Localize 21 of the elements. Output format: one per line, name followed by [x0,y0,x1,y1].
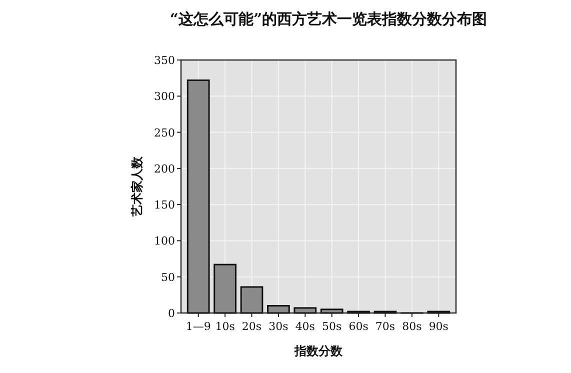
x-tick-label: 10s [215,320,236,333]
x-tick-label: 50s [322,320,342,333]
chart-title: “这怎么可能”的西方艺术一览表指数分数分布图 [170,10,488,28]
x-tick-label: 40s [295,320,316,333]
x-tick-label: 20s [242,320,262,333]
x-axis-title: 指数分数 [294,344,344,358]
y-tick-label: 250 [154,126,175,140]
x-tick-label: 60s [348,320,369,333]
x-tick-label: 70s [375,320,396,333]
y-tick-label: 200 [154,162,175,176]
y-axis-title: 艺术家人数 [130,156,144,218]
y-tick-label: 350 [154,54,175,67]
y-tick-label: 150 [154,198,175,212]
y-tick-label: 100 [154,234,175,248]
y-tick-label: 50 [161,270,175,284]
x-tick-label: 30s [268,320,289,333]
x-tick-label: 1—9 [186,320,211,333]
y-tick-label: 300 [154,90,175,104]
x-tick-label: 90s [428,320,449,333]
x-tick-label: 80s [402,320,422,333]
y-tick-label: 0 [168,307,175,320]
